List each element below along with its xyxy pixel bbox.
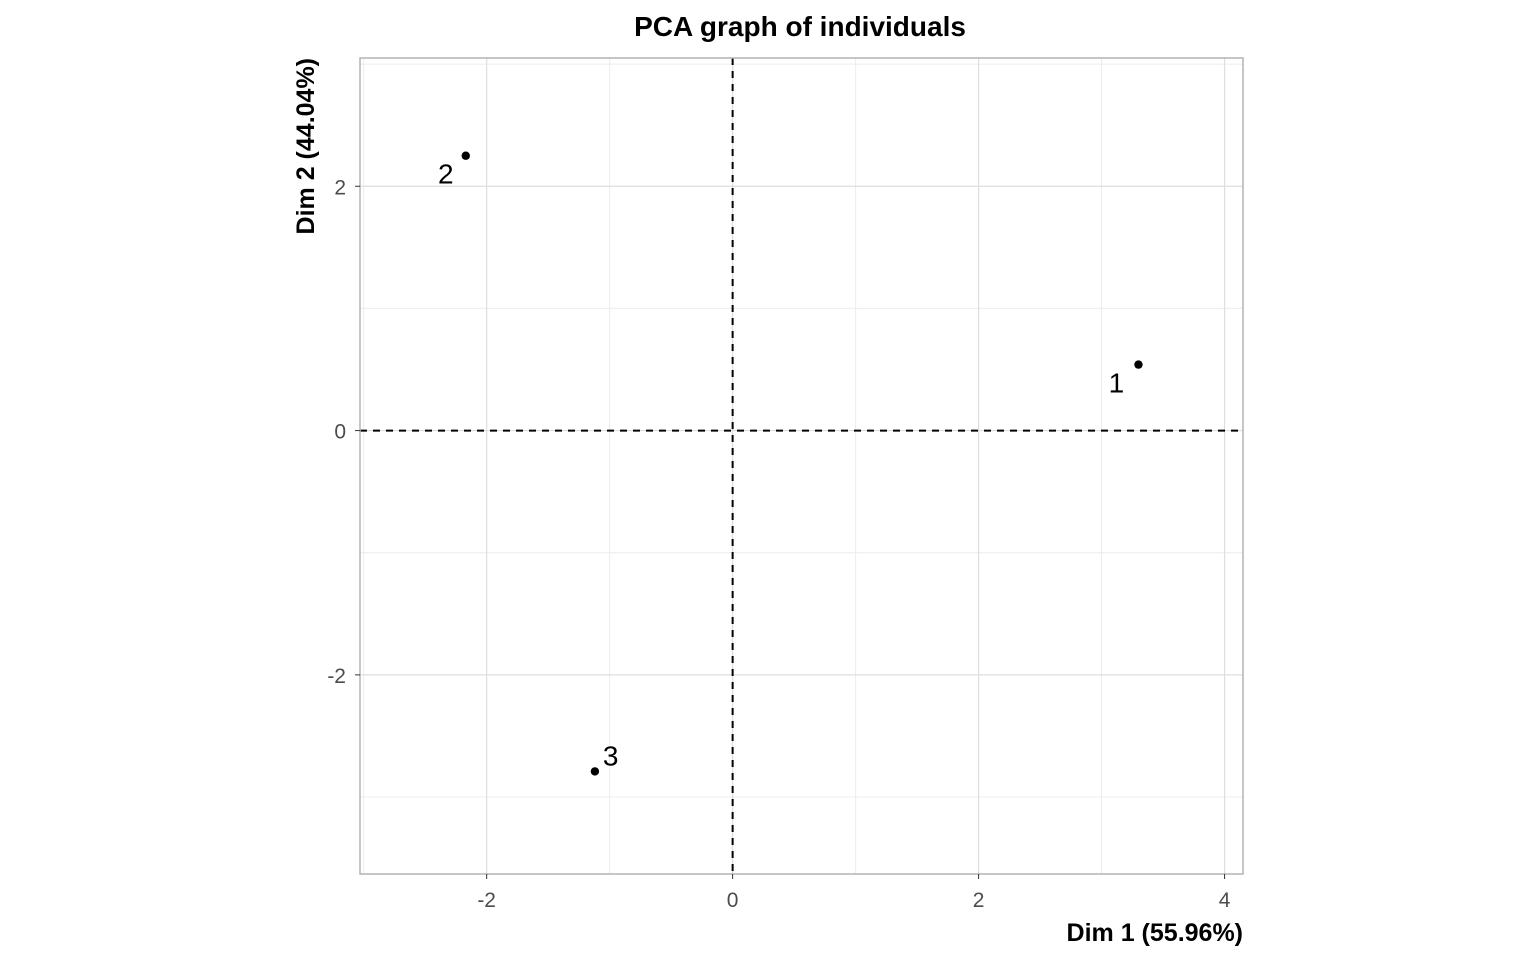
y-axis-ticks: -2 0 2: [327, 176, 360, 688]
x-tick-label: 4: [1219, 889, 1231, 912]
major-gridlines: [360, 58, 1243, 874]
y-axis-title: Dim 2 (44.04%): [292, 58, 320, 234]
x-axis-ticks: -2 0 2 4: [477, 874, 1231, 912]
point-label-3: 3: [603, 740, 619, 771]
y-tick-label: -2: [327, 665, 346, 688]
point-label-1: 1: [1109, 368, 1125, 399]
y-tick-label: 0: [334, 421, 346, 444]
data-points: 1 2 3: [438, 151, 1143, 776]
chart-title: PCA graph of individuals: [634, 11, 966, 42]
point-label-2: 2: [438, 159, 454, 190]
plot-panel-border: [359, 57, 1244, 875]
point-3: [590, 767, 600, 776]
reference-lines: [360, 58, 1243, 874]
x-tick-label: 0: [727, 889, 739, 912]
y-tick-label: 2: [334, 176, 346, 199]
point-2: [461, 151, 470, 160]
minor-gridlines: [360, 58, 1243, 874]
x-tick-label: 2: [973, 889, 985, 912]
x-axis-title: Dim 1 (55.96%): [1067, 919, 1243, 947]
x-tick-label: -2: [477, 889, 496, 912]
point-1: [1134, 360, 1143, 369]
